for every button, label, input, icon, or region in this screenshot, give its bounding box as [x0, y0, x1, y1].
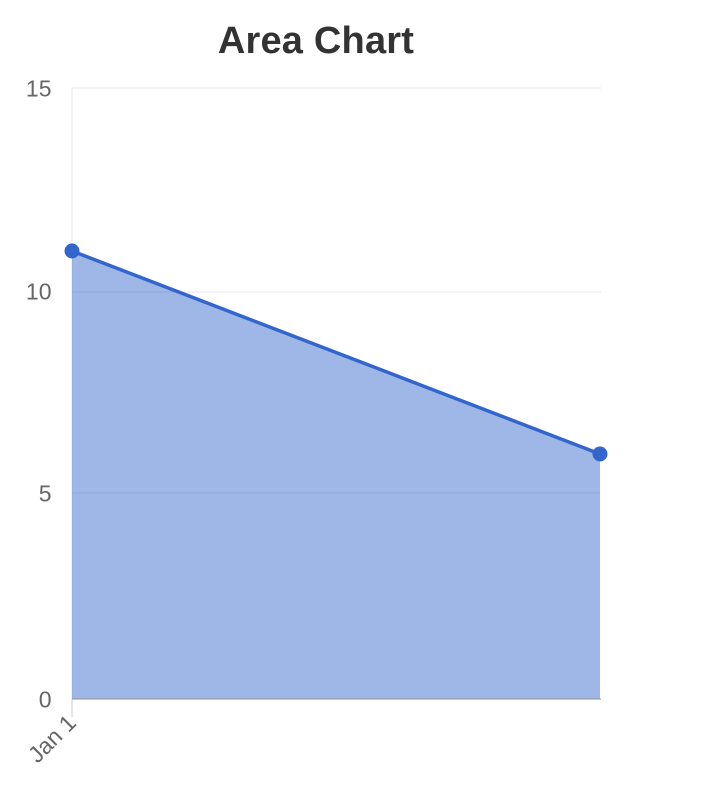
svg-text:0: 0 [39, 687, 52, 713]
svg-text:5: 5 [39, 481, 52, 507]
svg-text:10: 10 [26, 279, 52, 305]
svg-text:Jan 1: Jan 1 [23, 709, 81, 767]
svg-text:15: 15 [26, 76, 52, 102]
